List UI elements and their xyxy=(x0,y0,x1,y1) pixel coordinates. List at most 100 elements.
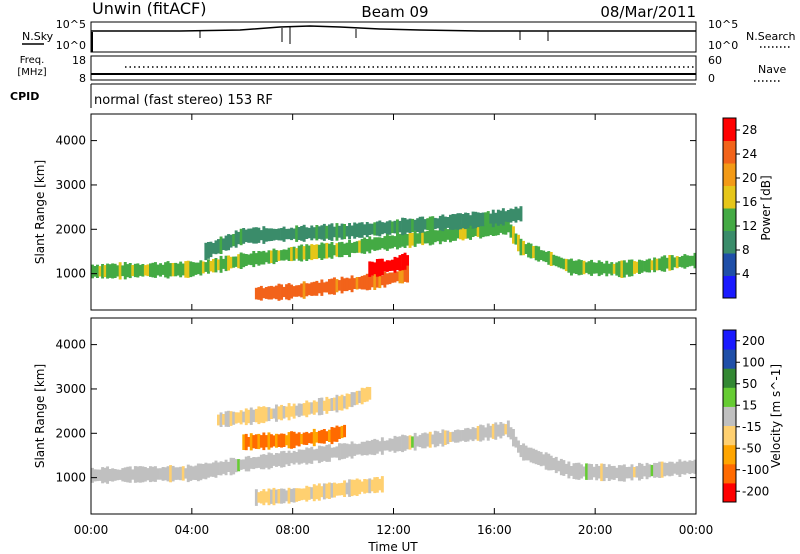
scatter-cell xyxy=(267,286,271,300)
colorbar-cell xyxy=(723,444,736,465)
scatter-cell xyxy=(277,228,281,241)
scatter-cell xyxy=(396,257,399,271)
scatter-cell xyxy=(428,216,432,232)
velocity-colorbar: 200 100 50 15 -15 -50 -100 -200 Velocity [m s^-… xyxy=(722,329,783,503)
scatter-cell xyxy=(544,452,548,470)
scatter-cell xyxy=(143,467,147,482)
scatter-cell xyxy=(262,432,266,451)
scatter-cell xyxy=(300,244,304,262)
scatter-cell xyxy=(484,212,488,226)
scatter-cell xyxy=(469,429,473,440)
scatter-cell xyxy=(262,406,266,424)
scatter-cell xyxy=(123,262,127,280)
scatter-cell xyxy=(567,461,571,479)
cpid-label: CPID xyxy=(10,90,39,103)
scatter-cell xyxy=(385,440,389,451)
scatter-cell xyxy=(610,466,614,480)
scatter-cell xyxy=(557,256,561,268)
velocity-y-label: Slant Range [km] xyxy=(33,364,47,468)
scatter-cell xyxy=(101,264,105,279)
scatter-cell xyxy=(287,283,291,301)
scatter-cell xyxy=(471,427,475,442)
scatter-cell xyxy=(254,408,258,423)
scatter-cell xyxy=(552,254,556,266)
scatter-cell xyxy=(474,225,478,236)
scatter-cell xyxy=(484,223,488,237)
scatter-cell xyxy=(476,212,480,228)
scatter-cell xyxy=(345,443,349,458)
scatter-cell xyxy=(575,260,578,274)
velocity-data xyxy=(91,386,697,506)
scatter-cell xyxy=(350,225,354,237)
scatter-cell xyxy=(675,461,679,475)
scatter-cell xyxy=(436,218,440,229)
scatter-cell xyxy=(388,438,392,452)
nave-tick-top: 60 xyxy=(708,54,722,67)
scatter-cell xyxy=(532,448,536,464)
scatter-cell xyxy=(653,462,657,478)
scatter-cell xyxy=(396,219,399,235)
scatter-cell xyxy=(368,223,372,235)
scatter-cell xyxy=(320,446,324,462)
scatter-cell xyxy=(270,453,273,469)
scatter-cell xyxy=(302,246,306,260)
scatter-cell xyxy=(249,407,253,425)
scatter-cell xyxy=(496,209,500,226)
scatter-cell xyxy=(418,232,422,244)
scatter-cell xyxy=(116,265,120,277)
scatter-cell xyxy=(212,259,215,273)
scatter-cell xyxy=(592,262,596,274)
scatter-cell xyxy=(600,463,604,482)
scatter-cell xyxy=(98,469,102,481)
scatter-cell xyxy=(242,434,246,450)
scatter-cell xyxy=(272,454,276,466)
scatter-cell xyxy=(451,226,455,241)
scatter-cell xyxy=(509,427,513,440)
scatter-cell xyxy=(406,234,410,246)
scatter-cell xyxy=(186,260,190,278)
scatter-cell xyxy=(290,452,294,464)
scatter-cell xyxy=(174,262,178,277)
scatter-cell xyxy=(375,439,379,454)
scatter-cell xyxy=(532,246,536,259)
scatter-cell xyxy=(118,262,122,280)
scatter-cell xyxy=(267,407,271,422)
scatter-cell xyxy=(380,476,384,493)
scatter-cell xyxy=(585,262,589,273)
scatter-cell xyxy=(363,275,367,290)
scatter-cell xyxy=(343,480,347,497)
power-y-ticks: 1000 2000 3000 4000 xyxy=(55,134,696,281)
scatter-cell xyxy=(285,490,289,502)
scatter-cell xyxy=(494,422,498,440)
scatter-cell xyxy=(363,441,367,455)
scatter-cell xyxy=(464,212,468,230)
y-tick-label: 3000 xyxy=(55,382,86,396)
scatter-cell xyxy=(166,466,170,482)
nsky-tick-bottom: 10^0 xyxy=(56,39,86,52)
scatter-cell xyxy=(350,392,354,408)
scatter-cell xyxy=(388,272,392,285)
scatter-cell xyxy=(375,221,379,236)
scatter-cell xyxy=(328,429,331,442)
colorbar-tick-label: 200 xyxy=(742,334,765,348)
scatter-cell xyxy=(559,458,563,476)
scatter-cell xyxy=(446,430,450,445)
scatter-cell xyxy=(446,217,450,228)
scatter-cell xyxy=(320,486,324,498)
scatter-cell xyxy=(383,271,387,288)
scatter-cell xyxy=(388,220,392,235)
scatter-cell xyxy=(499,422,503,439)
scatter-cell xyxy=(514,206,518,223)
scatter-cell xyxy=(217,239,220,254)
scatter-cell xyxy=(403,435,407,451)
scatter-cell xyxy=(275,285,278,300)
scatter-cell xyxy=(310,446,314,464)
scatter-cell xyxy=(688,460,692,475)
scatter-cell xyxy=(338,443,341,461)
scatter-cell xyxy=(270,228,273,241)
scatter-cell xyxy=(428,228,432,246)
scatter-cell xyxy=(103,265,107,278)
scatter-cell xyxy=(257,492,261,503)
scatter-cell xyxy=(370,261,374,276)
scatter-cell xyxy=(643,261,647,272)
